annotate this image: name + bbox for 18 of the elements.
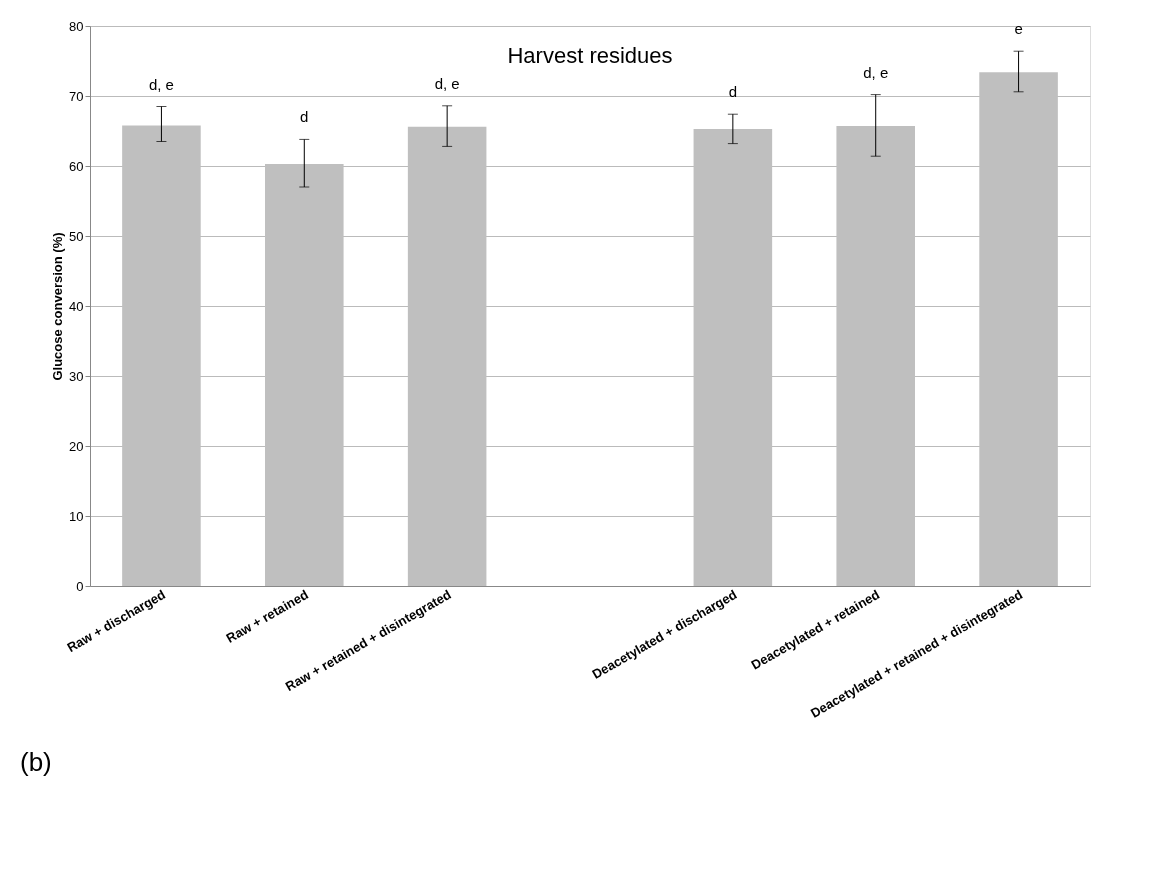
text: Harvest residues — [507, 43, 673, 68]
y-tick-label: 70 — [69, 88, 84, 104]
annotation: e — [1014, 20, 1023, 38]
annotation: d, e — [863, 63, 889, 81]
y-tick-label: 50 — [69, 228, 84, 244]
y-tick-label: 80 — [69, 18, 84, 34]
annotation: d, e — [434, 74, 460, 92]
y-tick-label: 60 — [69, 158, 84, 174]
y-tick-label: 40 — [69, 298, 84, 314]
y-tick-label: 10 — [69, 508, 84, 524]
text: (b) — [20, 747, 52, 777]
annotation: d — [728, 83, 738, 101]
y-tick-label: 20 — [69, 438, 84, 454]
annotation: d, e — [148, 75, 174, 93]
y-axis-title: Glucose conversion (%) — [50, 232, 66, 381]
y-tick-label: 30 — [69, 368, 84, 384]
y-tick-label: 0 — [76, 578, 84, 594]
annotation: d — [300, 108, 309, 126]
